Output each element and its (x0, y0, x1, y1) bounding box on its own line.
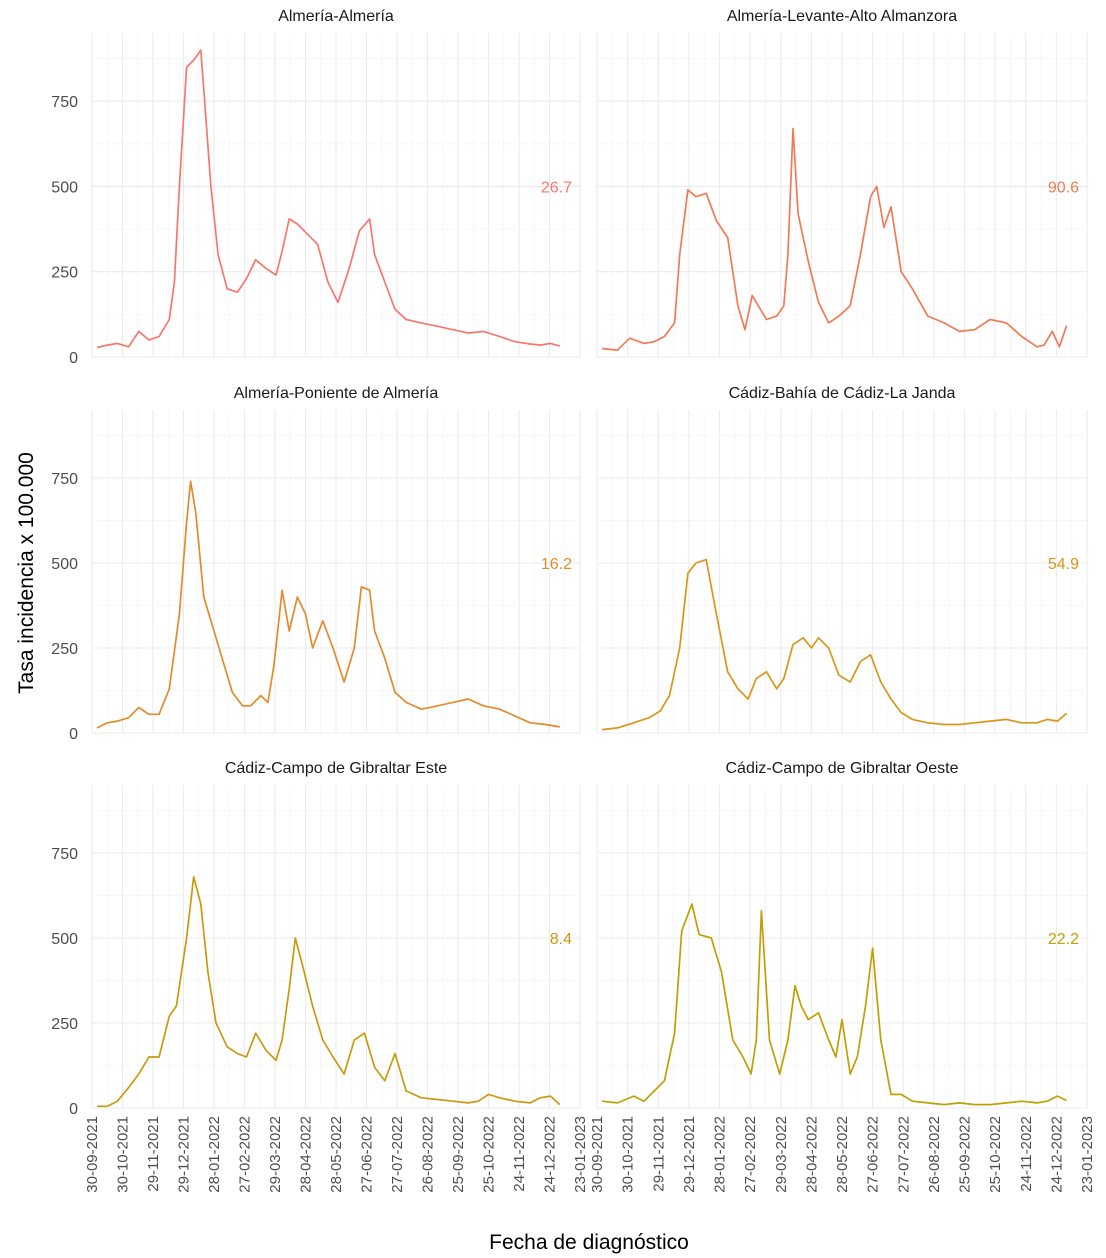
panel: 0 250 500 750 Almería-Poniente de Almería 16.… (51, 385, 581, 743)
x-tick-label: 27-02-2022 (237, 1116, 254, 1193)
x-tick-label: 25-09-2022 (450, 1116, 467, 1193)
y-tick-label: 250 (51, 265, 78, 282)
series-line (96, 49, 560, 349)
x-tick-label: 27-06-2022 (865, 1116, 882, 1193)
panel-title: Cádiz-Campo de Gibraltar Oeste (726, 760, 959, 777)
x-tick-label: 26-08-2022 (926, 1116, 943, 1193)
x-tick-label: 30-09-2021 (84, 1116, 101, 1193)
y-tick-label: 0 (69, 350, 78, 367)
series-line (602, 903, 1067, 1106)
x-tick-label: 27-06-2022 (359, 1116, 376, 1193)
y-tick-label: 0 (69, 726, 78, 743)
x-tick-label: 28-01-2022 (206, 1116, 223, 1193)
x-tick-label: 29-03-2022 (267, 1116, 284, 1193)
panel-annotation: 90.6 (1048, 179, 1079, 196)
panel-title: Almería-Almería (278, 8, 394, 25)
x-tick-label: 30-10-2021 (115, 1116, 132, 1193)
panel-title: Almería-Levante-Alto Almanzora (727, 8, 957, 25)
series-line (602, 558, 1068, 731)
y-tick-label: 500 (51, 556, 78, 573)
panel: Almería-Levante-Alto Almanzora 90.6 (596, 8, 1088, 358)
x-tick-label: 28-04-2022 (298, 1116, 315, 1193)
panel-annotation: 16.2 (541, 556, 572, 573)
x-tick-label: 28-05-2022 (328, 1116, 345, 1193)
x-tick-label: 29-12-2021 (681, 1116, 698, 1193)
x-tick-label: 24-11-2022 (511, 1116, 528, 1192)
y-tick-label: 250 (51, 1016, 78, 1033)
x-tick-label: 30-10-2021 (620, 1116, 637, 1193)
x-tick-label: 25-10-2022 (987, 1116, 1004, 1193)
panel: 0 250 500 750 Almería-Almería 26.7 (51, 8, 581, 367)
x-tick-labels: 30-09-2021 30-10-2021 29-11-2021 29-12-2021… (84, 1116, 1096, 1193)
x-tick-label: 29-11-2021 (145, 1116, 162, 1192)
x-tick-label: 28-01-2022 (712, 1116, 729, 1193)
panel: 0 250 500 750 Cádiz-Campo de Gibraltar Este 8… (51, 760, 581, 1118)
panel-annotation: 22.2 (1048, 931, 1079, 948)
x-tick-label: 30-09-2021 (589, 1116, 606, 1193)
y-axis-title: Tasa incidencia x 100.000 (15, 452, 38, 694)
series-line (96, 480, 560, 729)
panel: Cádiz-Campo de Gibraltar Oeste 22.2 (596, 760, 1088, 1109)
x-tick-label: 28-05-2022 (834, 1116, 851, 1193)
y-tick-label: 0 (69, 1101, 78, 1118)
x-tick-label: 29-11-2021 (650, 1116, 667, 1192)
x-tick-label: 29-03-2022 (773, 1116, 790, 1193)
x-tick-label: 28-04-2022 (803, 1116, 820, 1193)
x-axis-title: Fecha de diagnóstico (489, 1231, 689, 1254)
series-line (97, 875, 561, 1108)
series-line (602, 127, 1068, 352)
y-tick-label: 750 (51, 94, 78, 111)
x-tick-label: 25-10-2022 (481, 1116, 498, 1193)
x-tick-label: 27-07-2022 (895, 1116, 912, 1193)
x-tick-label: 25-09-2022 (957, 1116, 974, 1193)
panel-annotation: 26.7 (541, 179, 572, 196)
y-tick-label: 250 (51, 641, 78, 658)
x-tick-label: 24-11-2022 (1018, 1116, 1035, 1192)
panel: Cádiz-Bahía de Cádiz-La Janda 54.9 (596, 385, 1088, 734)
panel-title: Cádiz-Bahía de Cádiz-La Janda (729, 385, 956, 402)
x-tick-label: 23-01-2023 (1079, 1116, 1096, 1193)
x-tick-label: 29-12-2021 (176, 1116, 193, 1193)
x-tick-label: 24-12-2022 (1048, 1116, 1065, 1193)
panel-annotation: 8.4 (550, 931, 572, 948)
y-tick-label: 750 (51, 846, 78, 863)
x-tick-label: 27-07-2022 (389, 1116, 406, 1193)
x-tick-label: 27-02-2022 (742, 1116, 759, 1193)
y-tick-label: 500 (51, 931, 78, 948)
x-tick-label: 23-01-2023 (572, 1116, 589, 1193)
panel-title: Cádiz-Campo de Gibraltar Este (225, 760, 447, 777)
y-tick-label: 500 (51, 179, 78, 196)
x-tick-label: 26-08-2022 (420, 1116, 437, 1193)
panel-title: Almería-Poniente de Almería (234, 385, 439, 402)
y-tick-label: 750 (51, 471, 78, 488)
panel-annotation: 54.9 (1048, 556, 1079, 573)
chart-panels: 0 250 500 750 Almería-Almería 26.7 Almería-Lev… (51, 8, 1088, 1118)
x-tick-label: 24-12-2022 (542, 1116, 559, 1193)
